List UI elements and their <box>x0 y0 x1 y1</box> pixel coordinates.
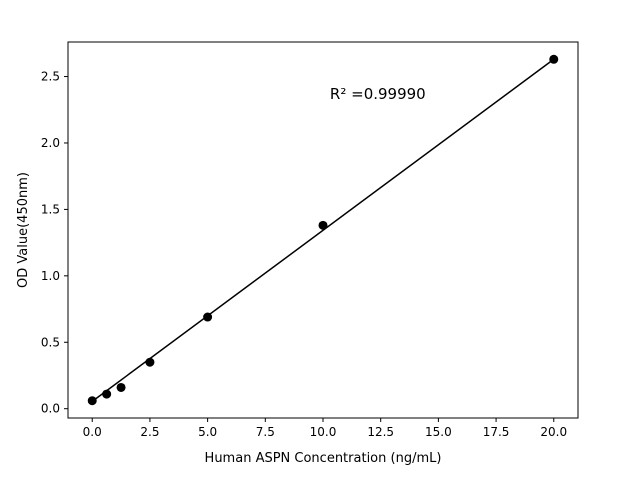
x-tick-label: 5.0 <box>198 425 217 439</box>
y-tick-label: 2.5 <box>41 70 60 84</box>
x-tick-label: 0.0 <box>83 425 102 439</box>
data-point <box>549 54 559 64</box>
x-tick-label: 20.0 <box>540 425 567 439</box>
data-point <box>318 220 328 230</box>
x-tick-label: 12.5 <box>367 425 394 439</box>
data-point <box>102 389 112 399</box>
y-tick-label: 2.0 <box>41 136 60 150</box>
r-squared-annotation: R² =0.99990 <box>330 85 426 103</box>
data-point <box>87 396 97 406</box>
y-tick-label: 1.0 <box>41 269 60 283</box>
y-tick-label: 0.5 <box>41 335 60 349</box>
y-tick-label: 0.0 <box>41 402 60 416</box>
plot-area: 0.0 2.5 5.0 7.5 10.0 12.5 15.0 17.5 20.0 0.0 0.5 1.… <box>41 41 579 439</box>
x-tick-label: 10.0 <box>310 425 337 439</box>
x-tick-label: 2.5 <box>140 425 159 439</box>
y-axis-label: OD Value(450nm) <box>16 172 31 288</box>
y-tick-label: 1.5 <box>41 202 60 216</box>
x-tick-label: 15.0 <box>425 425 452 439</box>
data-point <box>116 382 126 392</box>
data-point <box>203 312 213 322</box>
x-tick-label: 17.5 <box>483 425 510 439</box>
x-axis-label: Human ASPN Concentration (ng/mL) <box>205 451 442 466</box>
x-tick-label: 7.5 <box>256 425 275 439</box>
data-point <box>145 357 155 367</box>
fit-line <box>91 58 555 402</box>
